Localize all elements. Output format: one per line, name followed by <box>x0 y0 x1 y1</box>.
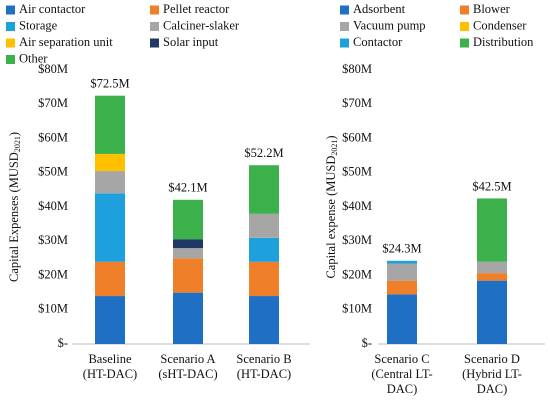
x-tick-label: Baseline <box>88 352 131 366</box>
y-tick-label: $70M <box>342 96 372 110</box>
y-axis-label: Capital expense (MUSD2021) <box>324 135 339 278</box>
y-tick-label: $70M <box>38 96 68 110</box>
y-tick-label: $10M <box>342 302 372 316</box>
bar-segment <box>477 273 507 281</box>
legend-swatch <box>340 22 349 31</box>
bar-segment <box>173 258 203 293</box>
legend-label: Air separation unit <box>19 35 113 49</box>
legend-swatch <box>6 55 15 64</box>
legend-swatch <box>340 5 349 15</box>
bar-segment <box>387 280 417 295</box>
legend-label: Contactor <box>353 35 403 49</box>
y-tick-label: $10M <box>38 302 68 316</box>
y-tick-label: $- <box>362 336 372 350</box>
legend-label: Distribution <box>473 35 534 49</box>
y-axis-label-sub: 2021 <box>330 140 339 156</box>
y-tick-label: $60M <box>38 130 68 144</box>
y-axis-label-end: ) <box>324 135 338 139</box>
legend-label: Other <box>19 51 48 65</box>
y-tick-label: $20M <box>38 267 68 281</box>
y-axis-label-main: Capital expense (MUSD <box>324 156 338 279</box>
bar-segment <box>249 261 279 297</box>
bar-segment <box>387 263 417 281</box>
bar-segment <box>477 198 507 262</box>
y-tick-label: $80M <box>38 62 68 76</box>
bar-segment <box>249 213 279 238</box>
bar-segment <box>95 193 125 262</box>
y-tick-label: $30M <box>38 233 68 247</box>
y-tick-label: $20M <box>342 267 372 281</box>
bar-segment <box>249 165 279 214</box>
legend-label: Condenser <box>473 18 527 32</box>
y-axis-label-main: Capital Expenses (MUSD <box>7 152 21 282</box>
x-tick-label: DAC) <box>477 382 508 396</box>
y-axis-label: Capital Expenses (MUSD2021) <box>7 132 22 282</box>
x-tick-label: Scenario A <box>160 352 215 366</box>
y-tick-label: $50M <box>38 165 68 179</box>
x-tick-label: (Central LT- <box>371 367 432 381</box>
x-tick-label: (HT-DAC) <box>83 367 137 381</box>
total-label: $42.1M <box>168 181 207 195</box>
y-axis-label-sub: 2021 <box>13 136 22 152</box>
y-tick-label: $30M <box>342 233 372 247</box>
y-tick-label: $40M <box>38 199 68 213</box>
bar-segment <box>173 199 203 240</box>
legend-swatch <box>6 5 15 15</box>
total-label: $42.5M <box>472 179 511 193</box>
y-tick-label: $60M <box>342 130 372 144</box>
y-tick-label: $80M <box>342 62 372 76</box>
bar-segment <box>249 237 279 262</box>
x-tick-label: Scenario B <box>236 352 291 366</box>
legend-label: Blower <box>473 2 511 16</box>
legend-swatch <box>340 38 349 48</box>
bar-segment <box>95 95 125 154</box>
legend-swatch <box>150 22 159 31</box>
legend-swatch <box>460 38 469 48</box>
legend-label: Vacuum pump <box>353 18 426 32</box>
x-tick-label: Scenario D <box>464 352 520 366</box>
bar-segment <box>95 171 125 194</box>
legend-swatch <box>460 5 469 15</box>
x-tick-label: Scenario C <box>374 352 429 366</box>
y-tick-label: $50M <box>342 165 372 179</box>
y-tick-label: $40M <box>342 199 372 213</box>
legend-label: Solar input <box>163 35 219 49</box>
legend-swatch <box>150 5 159 15</box>
bar-segment <box>477 261 507 274</box>
legend-label: Pellet reactor <box>163 2 230 16</box>
total-label: $72.5M <box>90 77 129 91</box>
x-tick-label: (sHT-DAC) <box>158 367 217 381</box>
x-tick-label: (HT-DAC) <box>237 367 291 381</box>
legend-swatch <box>460 22 469 31</box>
bar-segment <box>95 153 125 172</box>
bar-segment <box>173 292 203 344</box>
x-tick-label: DAC) <box>387 382 418 396</box>
legend-swatch <box>6 38 15 48</box>
y-tick-label: $- <box>58 336 68 350</box>
total-label: $52.2M <box>244 146 283 160</box>
bar-segment <box>95 261 125 297</box>
bar-segment <box>387 260 417 264</box>
bar-segment <box>249 296 279 344</box>
bar-segment <box>387 294 417 344</box>
legend-swatch <box>6 22 15 31</box>
bar-segment <box>173 248 203 259</box>
bar-segment <box>173 239 203 249</box>
total-label: $24.3M <box>382 242 421 256</box>
bar-segment <box>477 280 507 344</box>
x-tick-label: (Hybrid LT- <box>462 367 522 381</box>
legend-label: Storage <box>19 18 58 32</box>
legend-swatch <box>150 38 159 48</box>
y-axis-label-end: ) <box>7 132 21 136</box>
legend-label: Calciner-slaker <box>163 18 240 32</box>
legend-label: Air contactor <box>19 2 86 16</box>
legend-label: Adsorbent <box>353 2 406 16</box>
bar-segment <box>95 296 125 344</box>
